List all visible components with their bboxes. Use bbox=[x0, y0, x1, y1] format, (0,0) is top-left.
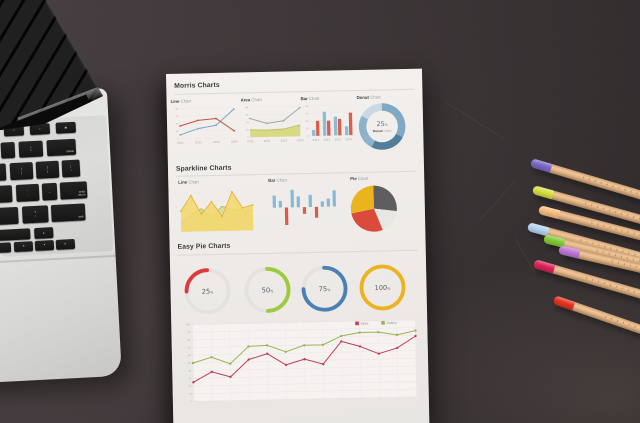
pencil-red bbox=[552, 295, 640, 352]
svg-text:10: 10 bbox=[189, 393, 193, 396]
svg-text:40: 40 bbox=[188, 370, 192, 373]
svg-text:2013: 2013 bbox=[213, 140, 220, 144]
svg-text:30: 30 bbox=[245, 114, 249, 117]
svg-text:2013: 2013 bbox=[334, 137, 341, 141]
easy-pie-25: 25% bbox=[181, 265, 234, 323]
svg-text:20: 20 bbox=[306, 120, 310, 123]
laptop-key-⏏: ⏏ bbox=[55, 121, 77, 134]
laptop-key bbox=[0, 206, 19, 226]
laptop-key-'-": ' " bbox=[41, 182, 58, 201]
laptop-key-▾: ▾ bbox=[34, 240, 55, 252]
section-title-easypie: Easy Pie Charts bbox=[177, 242, 231, 251]
morris-line-panel: Line Chart 0 10 20 30 40 2011 2012 2013 2014 bbox=[171, 98, 239, 144]
flot-line-chart: 0 10 20 30 40 50 60 70 80 90 100 Sales Orders bbox=[179, 315, 421, 419]
svg-text:Sales: Sales bbox=[360, 321, 369, 325]
svg-text:2012: 2012 bbox=[195, 140, 202, 144]
spark-line-panel: Line Chart bbox=[178, 178, 256, 232]
svg-text:70: 70 bbox=[188, 346, 192, 349]
chart-report-paper: Morris Charts Line Chart 0 10 20 30 40 2011 20… bbox=[166, 68, 430, 423]
svg-text:0: 0 bbox=[247, 136, 249, 139]
laptop-key bbox=[0, 242, 12, 254]
svg-text:30: 30 bbox=[175, 115, 179, 118]
svg-text:2012: 2012 bbox=[264, 139, 271, 143]
svg-text:2011: 2011 bbox=[177, 141, 184, 145]
svg-text:100: 100 bbox=[186, 323, 191, 326]
svg-text:0: 0 bbox=[307, 135, 309, 138]
easy-pie-75: 75% bbox=[298, 262, 351, 320]
svg-text:40: 40 bbox=[175, 108, 179, 111]
sparkline-line-chart bbox=[178, 184, 255, 241]
svg-text:10: 10 bbox=[246, 129, 250, 132]
svg-text:30: 30 bbox=[305, 112, 309, 115]
morris-bar-chart: 0 10 20 30 40 2011 2012 2013 2014 bbox=[301, 101, 358, 153]
svg-text:100%: 100% bbox=[375, 284, 392, 292]
morris-bar-panel: Bar Chart 0 10 20 30 40 2011 2012 2013 2014 bbox=[300, 95, 356, 142]
svg-text:50: 50 bbox=[188, 362, 192, 365]
divider bbox=[177, 249, 418, 256]
svg-text:0: 0 bbox=[177, 138, 179, 141]
svg-text:Orders: Orders bbox=[386, 321, 397, 325]
svg-text:2014: 2014 bbox=[297, 138, 304, 142]
laptop-key-{-[: { [ bbox=[9, 162, 34, 181]
svg-text:40: 40 bbox=[305, 105, 309, 108]
laptop-key-:-;: : ; bbox=[15, 183, 40, 202]
svg-text:2013: 2013 bbox=[280, 138, 287, 142]
svg-text:75%: 75% bbox=[319, 285, 332, 293]
svg-text:25%: 25% bbox=[202, 287, 215, 295]
laptop-key-shift: shift bbox=[50, 203, 86, 223]
svg-text:2014: 2014 bbox=[231, 140, 238, 144]
spark-pie-panel: Pie Chart bbox=[350, 175, 406, 232]
laptop-key-enter-return: enter return bbox=[59, 181, 88, 200]
svg-text:25%: 25% bbox=[376, 120, 387, 128]
svg-text:80: 80 bbox=[188, 339, 192, 342]
morris-line-chart: 0 10 20 30 40 2011 2012 2013 2014 bbox=[171, 104, 238, 156]
section-title-morris: Morris Charts bbox=[174, 81, 220, 90]
morris-donut-chart: 25% Donut Chart bbox=[355, 99, 410, 159]
laptop-key bbox=[0, 185, 13, 204]
svg-text:60: 60 bbox=[188, 354, 192, 357]
laptop-key-◂: ◂ bbox=[13, 241, 34, 253]
svg-text:10: 10 bbox=[176, 130, 180, 133]
morris-area-panel: Area Chart 0 10 20 30 40 2011 2012 2013 2014 bbox=[241, 96, 305, 143]
svg-text:40: 40 bbox=[245, 106, 249, 109]
laptop-key-}-]: } ] bbox=[35, 160, 60, 179]
svg-text:Donut Chart: Donut Chart bbox=[373, 129, 393, 133]
flot-line-panel: 0 10 20 30 40 50 60 70 80 90 100 Sales Orders bbox=[179, 315, 419, 403]
svg-text:2012: 2012 bbox=[323, 138, 330, 142]
sparkline-bar-chart bbox=[268, 182, 339, 238]
laptop-key bbox=[0, 141, 16, 159]
laptop-key bbox=[0, 163, 7, 182]
laptop-key-▸: ▸ bbox=[55, 238, 76, 250]
morris-area-chart: 0 10 20 30 40 2011 2012 2013 2014 bbox=[241, 102, 304, 154]
easy-pie-50: 50% bbox=[241, 263, 294, 321]
svg-text:20: 20 bbox=[176, 123, 180, 126]
svg-text:30: 30 bbox=[188, 377, 192, 380]
palmrest-seam bbox=[0, 254, 116, 265]
laptop-key-|-\: | \ bbox=[61, 159, 81, 178]
laptop-key-▴: ▴ bbox=[34, 227, 54, 240]
svg-text:90: 90 bbox=[187, 331, 191, 334]
section-title-sparkline: Sparkline Charts bbox=[175, 164, 232, 173]
easy-pie-100: 100% bbox=[356, 261, 409, 319]
svg-text:20: 20 bbox=[246, 121, 250, 124]
spark-bar-panel: Bar Chart bbox=[268, 176, 340, 226]
svg-text:2014: 2014 bbox=[345, 137, 352, 141]
desk-scratch bbox=[445, 101, 505, 140]
morris-donut-panel: Donut Chart 25% Donut Chart bbox=[356, 94, 416, 150]
svg-text:50%: 50% bbox=[262, 286, 275, 294]
sparkline-pie-chart bbox=[348, 183, 399, 239]
svg-text:2011: 2011 bbox=[247, 139, 254, 143]
svg-text:20: 20 bbox=[189, 385, 193, 388]
silver-laptop: ♪ ♪ ⏏ + = delete{ [} ] | \: ; ' " enter return?… bbox=[0, 88, 122, 384]
laptop-key-delete: delete bbox=[46, 138, 77, 157]
svg-text:2011: 2011 bbox=[312, 138, 319, 142]
svg-text:10: 10 bbox=[306, 127, 310, 130]
svg-text:0: 0 bbox=[190, 400, 192, 403]
laptop-key-?-/: ? / bbox=[21, 205, 49, 224]
desk-scratch bbox=[478, 179, 517, 222]
laptop-key-+-=: + = bbox=[18, 140, 44, 158]
chart-label: Pie Chart bbox=[350, 175, 369, 182]
